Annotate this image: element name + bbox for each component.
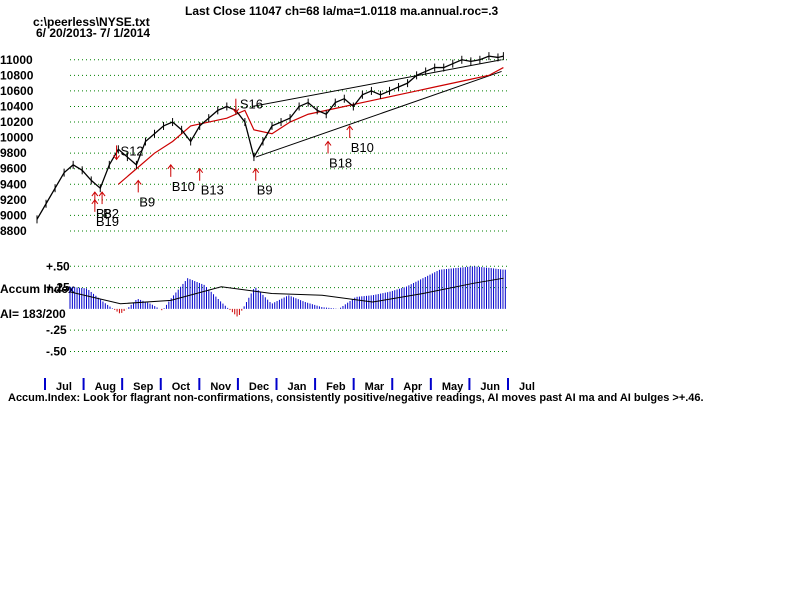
accum-y-tick-label: -.50 [46,344,67,358]
price-y-tick-label: 8800 [0,224,27,238]
accum-ratio: AI= 183/200 [0,307,66,321]
accum-y-tick-labels: +.50 +.25 -.25 -.50 [46,259,70,358]
signal-arrowhead [196,167,204,174]
signal-label: S16 [240,97,263,112]
month-axis: Jul Aug Sep Oct Nov Dec Jan Feb Mar Apr May Jun Jul [44,378,535,393]
month-label: Jul [56,381,72,393]
price-grid [70,59,507,232]
price-y-tick-label: 10000 [0,131,34,145]
signal-label: B18 [329,156,352,171]
month-label: Feb [326,381,346,393]
signal-arrowhead [91,191,99,197]
price-y-tick-label: 10200 [0,115,34,129]
trendline [255,70,502,158]
signal-arrowhead [98,191,106,197]
price-y-tick-label: 9200 [0,193,27,207]
month-label: Dec [249,381,269,393]
ma-polyline [117,67,504,185]
signal-label: B9 [139,194,155,209]
signal-label: S12 [121,143,144,158]
price-y-tick-label: 10400 [0,99,34,113]
price-y-tick-label: 10800 [0,68,34,82]
trendline [252,59,502,107]
month-label: Jul [519,381,535,393]
price-line [36,52,504,224]
signal-label: B10 [351,140,374,155]
chart-title: Last Close 11047 ch=68 la/ma=1.0118 ma.a… [185,4,499,18]
month-label: Mar [365,381,385,393]
month-label: Nov [210,381,232,393]
signal-label: B2 [103,206,119,221]
date-range: 6/ 20/2013- 7/ 1/2014 [36,26,150,40]
month-label: Oct [172,381,191,393]
file-path: c:\peerless\NYSE.txt [33,15,150,29]
month-label: May [442,381,464,393]
accum-ma-line [69,277,504,305]
price-y-tick-label: 11000 [0,53,33,67]
signal-arrowhead [167,164,175,170]
signal-arrowhead [113,155,120,161]
signal-arrowhead [91,199,99,205]
signal-label: B19 [96,214,119,229]
moving-average-line [117,67,504,185]
price-y-tick-label: 9000 [0,208,27,222]
accum-label: Accum Index [0,282,75,296]
signal-label: B9 [257,183,273,198]
footer-note: Accum.Index: Look for flagrant non-confi… [8,392,704,404]
price-y-tick-label: 10600 [0,84,34,98]
accum-y-tick-label: +.50 [46,259,70,273]
month-label: Apr [403,381,423,393]
accum-y-tick-label: +.25 [46,281,70,295]
price-y-tick-label: 9600 [0,162,27,176]
signal-label: B13 [201,183,224,198]
signal-label: B8 [96,206,112,221]
accum-grid [70,265,507,352]
signal-label: B10 [172,179,195,194]
month-label: Sep [133,381,153,393]
signal-arrowhead [134,179,142,185]
month-label: Jan [288,381,307,393]
accum-y-tick-label: -.25 [46,323,67,337]
signal-arrowhead [324,140,332,146]
month-label: Jun [480,381,500,393]
accum-bars [69,266,506,317]
month-label: Aug [95,381,116,393]
signal-arrowhead [252,167,260,174]
price-y-tick-label: 9800 [0,146,27,160]
trendlines [252,59,502,158]
price-y-tick-labels: 8800900092009400960098001000010200104001… [0,53,34,238]
price-y-tick-label: 9400 [0,177,27,191]
accum-ma-polyline [69,277,504,305]
signal-arrowhead [232,108,240,114]
signal-arrowhead [346,125,354,131]
